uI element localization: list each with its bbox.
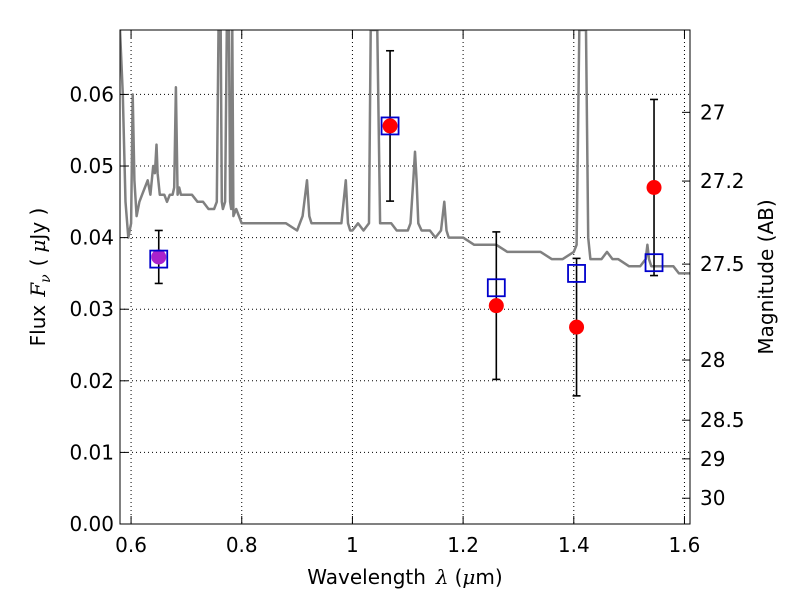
y-tick-label: 0.01 bbox=[69, 440, 114, 464]
grid bbox=[120, 30, 690, 524]
y2-tick-label: 29 bbox=[700, 447, 725, 471]
synthetic-point bbox=[567, 264, 586, 283]
x-tick-label: 1.2 bbox=[447, 533, 479, 557]
y2-tick-label: 30 bbox=[700, 486, 725, 510]
x-tick-labels: 0.6 0.8 1 1.2 1.4 1.6 bbox=[115, 533, 700, 557]
y2-tick-label: 27.5 bbox=[700, 252, 745, 276]
observed-point bbox=[646, 180, 662, 196]
x-tick-label: 0.6 bbox=[115, 533, 147, 557]
synthetic-point bbox=[149, 249, 169, 269]
y-tick-label: 0.03 bbox=[69, 297, 114, 321]
y2-tick-label: 28 bbox=[700, 348, 725, 372]
synthetic-point bbox=[380, 116, 400, 136]
synthetic-point bbox=[486, 278, 506, 298]
x-tick-label: 0.8 bbox=[226, 533, 258, 557]
y-tick-label: 0.06 bbox=[69, 82, 114, 106]
y-tick-label: 0.04 bbox=[69, 226, 114, 250]
observed-points bbox=[151, 118, 662, 335]
y-axis-title: FluxFν(μJy ) bbox=[26, 208, 54, 347]
y2-tick-label: 28.5 bbox=[700, 408, 745, 432]
x-tick-label: 1.6 bbox=[669, 533, 701, 557]
synthetic-point bbox=[644, 253, 664, 273]
observed-point bbox=[488, 298, 504, 314]
x-tick-label: 1 bbox=[346, 533, 359, 557]
x-tick-label: 1.4 bbox=[558, 533, 590, 557]
y2-tick-label: 27 bbox=[700, 100, 725, 124]
y2-axis-title: Magnitude (AB) bbox=[754, 199, 778, 354]
model-spectrum-line bbox=[120, 30, 690, 275]
y2-tick-label: 27.2 bbox=[700, 169, 745, 193]
model-spectrum bbox=[120, 30, 690, 275]
y-tick-label: 0.00 bbox=[69, 512, 114, 536]
x-axis-title: Wavelength λ (μm) bbox=[307, 565, 502, 589]
y-tick-label: 0.05 bbox=[69, 154, 114, 178]
y2-tick-labels: 27 27.2 27.5 28 28.5 29 30 bbox=[700, 100, 745, 510]
observed-point bbox=[382, 118, 398, 134]
observed-point bbox=[569, 319, 585, 335]
y-tick-labels: 0.00 0.01 0.02 0.03 0.04 0.05 0.06 bbox=[69, 82, 114, 536]
plot-background bbox=[120, 30, 690, 524]
observed-point bbox=[151, 249, 167, 265]
plot-frame bbox=[119, 29, 691, 525]
axis-ticks bbox=[120, 30, 690, 525]
y-tick-label: 0.02 bbox=[69, 369, 114, 393]
synthetic-points bbox=[149, 116, 664, 298]
